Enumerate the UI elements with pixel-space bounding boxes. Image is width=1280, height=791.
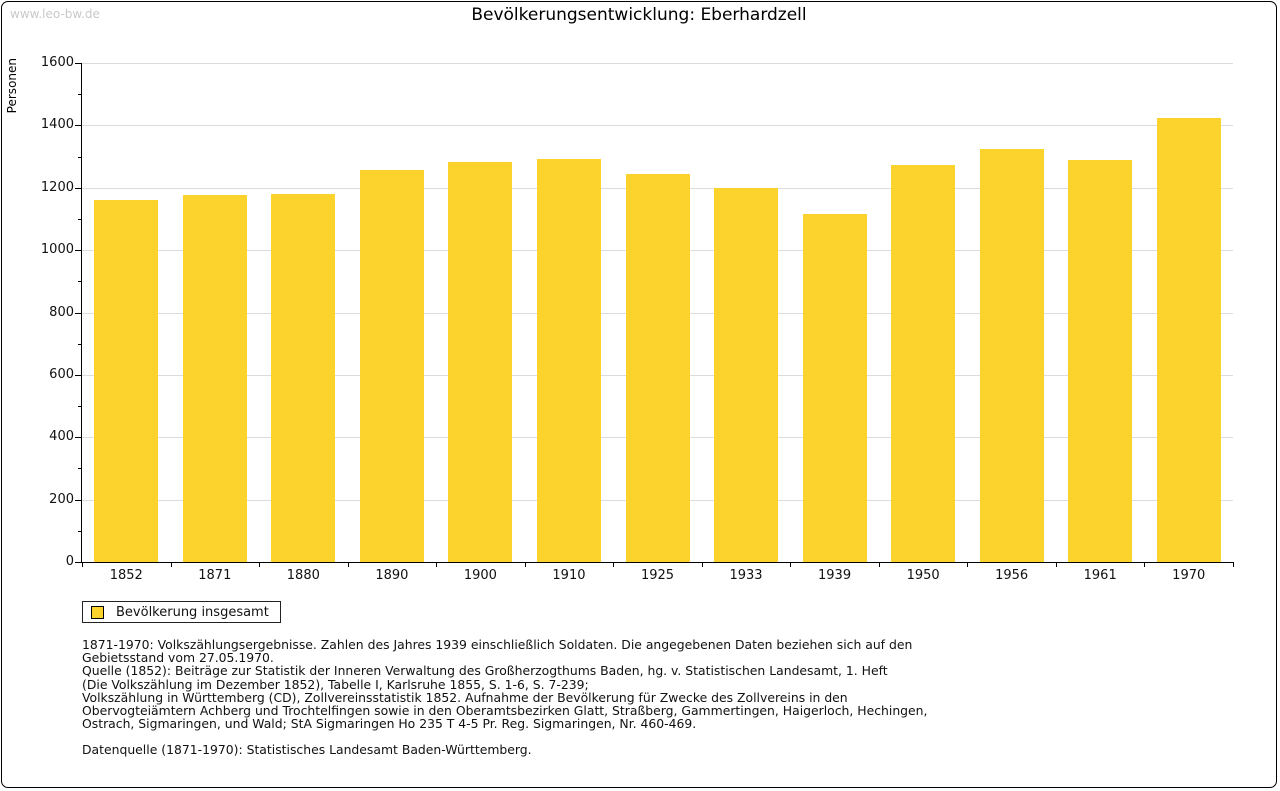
bar-1900 bbox=[448, 161, 513, 562]
x-boundary-tick-13 bbox=[1233, 562, 1234, 567]
y-tick-label-400: 400 bbox=[49, 429, 74, 445]
y-tick-label-200: 200 bbox=[49, 491, 74, 507]
gridline-1400 bbox=[82, 125, 1233, 127]
footnote-line: Quelle (1852): Beiträge zur Statistik de… bbox=[82, 663, 888, 679]
legend-label: Bevölkerung insgesamt bbox=[116, 604, 269, 620]
x-boundary-tick-12 bbox=[1144, 562, 1146, 567]
x-boundary-tick-8 bbox=[790, 562, 792, 567]
x-tick-label-1933: 1933 bbox=[729, 568, 763, 583]
bar-1933 bbox=[714, 187, 779, 562]
x-boundary-tick-2 bbox=[259, 562, 261, 567]
y-tick-label-0: 0 bbox=[65, 554, 74, 569]
bar-1880 bbox=[271, 194, 336, 562]
x-tick-label-1871: 1871 bbox=[198, 568, 232, 583]
plot-area: 0 200 400 600 800 1000 1200 1400 1600 1852 1871 188… bbox=[41, 55, 1234, 583]
x-boundary-tick-6 bbox=[613, 562, 615, 567]
y-major-tick-1600 bbox=[75, 63, 82, 64]
x-tick-label-1890: 1890 bbox=[375, 568, 409, 583]
legend-swatch-icon bbox=[91, 605, 104, 619]
page-title: Bevölkerungsentwicklung: Eberhardzell bbox=[471, 5, 807, 25]
bar-1890 bbox=[359, 169, 424, 562]
footnote-line: (Die Volkszählung im Dezember 1852), Tab… bbox=[82, 676, 589, 692]
y-axis-label: Personen bbox=[5, 58, 19, 114]
y-major-tick-800 bbox=[75, 312, 82, 314]
bar-1961 bbox=[1068, 160, 1133, 562]
y-major-tick-1400 bbox=[75, 125, 82, 127]
y-minor-tick-700 bbox=[78, 343, 82, 345]
bar-1871 bbox=[182, 195, 247, 562]
legend: Bevölkerung insgesamt bbox=[82, 601, 281, 623]
y-minor-tick-1500 bbox=[78, 94, 82, 96]
footnotes: 1871-1970: Volkszählungsergebnisse. Zahl… bbox=[82, 637, 928, 732]
bar-1852 bbox=[94, 200, 159, 562]
x-boundary-tick-0 bbox=[82, 562, 83, 567]
x-tick-label-1956: 1956 bbox=[995, 568, 1029, 583]
y-tick-label-1000: 1000 bbox=[40, 242, 74, 258]
y-major-tick-1000 bbox=[75, 250, 82, 252]
y-major-tick-200 bbox=[75, 499, 82, 501]
x-boundary-tick-5 bbox=[524, 562, 526, 567]
y-minor-tick-500 bbox=[78, 406, 82, 408]
x-tick-label-1939: 1939 bbox=[818, 568, 852, 583]
footnote-line: 1871-1970: Volkszählungsergebnisse. Zahl… bbox=[82, 637, 913, 652]
gridline-1600 bbox=[82, 63, 1233, 64]
y-minor-tick-100 bbox=[78, 530, 82, 532]
y-major-tick-600 bbox=[75, 374, 82, 376]
watermark: www.leo-bw.de bbox=[10, 7, 100, 21]
x-boundary-tick-7 bbox=[701, 562, 703, 567]
y-minor-tick-900 bbox=[78, 281, 82, 283]
bar-1910 bbox=[536, 159, 601, 562]
x-tick-label-1852: 1852 bbox=[109, 568, 143, 583]
y-minor-tick-300 bbox=[78, 468, 82, 470]
x-boundary-tick-9 bbox=[878, 562, 880, 567]
bar-1925 bbox=[625, 174, 690, 562]
bar-1950 bbox=[891, 165, 956, 562]
y-minor-tick-1300 bbox=[78, 156, 82, 158]
y-tick-label-1200: 1200 bbox=[40, 179, 74, 195]
footnote-line: Obervogteiämtern Achberg und Trochtelfin… bbox=[82, 703, 928, 719]
footnote-line: Gebietsstand vom 27.05.1970. bbox=[82, 650, 274, 666]
y-tick-label-1600: 1600 bbox=[40, 55, 74, 70]
x-boundary-tick-1 bbox=[170, 562, 172, 567]
x-tick-label-1880: 1880 bbox=[286, 568, 320, 583]
x-tick-label-1910: 1910 bbox=[552, 568, 586, 583]
datasource-line: Datenquelle (1871-1970): Statistisches L… bbox=[82, 742, 532, 757]
x-tick-label-1925: 1925 bbox=[640, 568, 675, 583]
bar-1970 bbox=[1156, 117, 1221, 562]
x-boundary-tick-3 bbox=[347, 562, 349, 567]
y-major-tick-400 bbox=[75, 437, 82, 439]
y-major-tick-0 bbox=[75, 562, 82, 563]
bar-1956 bbox=[979, 149, 1044, 562]
x-boundary-tick-11 bbox=[1055, 562, 1057, 567]
x-tick-label-1900: 1900 bbox=[463, 568, 497, 583]
bar-1939 bbox=[802, 214, 867, 562]
footnote-line: Ostrach, Sigmaringen, und Wald; StA Sigm… bbox=[82, 716, 697, 732]
x-tick-label-1950: 1950 bbox=[906, 568, 940, 583]
x-tick-label-1970: 1970 bbox=[1172, 568, 1206, 583]
x-tick-label-1961: 1961 bbox=[1083, 568, 1117, 583]
y-minor-tick-1100 bbox=[78, 218, 82, 220]
y-tick-label-600: 600 bbox=[49, 366, 74, 382]
footnote-line: Volkszählung in Württemberg (CD), Zollve… bbox=[82, 689, 848, 705]
y-tick-label-1400: 1400 bbox=[40, 117, 74, 133]
x-boundary-tick-4 bbox=[436, 562, 438, 567]
x-boundary-tick-10 bbox=[967, 562, 969, 567]
y-tick-label-800: 800 bbox=[49, 304, 74, 320]
y-major-tick-1200 bbox=[75, 187, 82, 189]
